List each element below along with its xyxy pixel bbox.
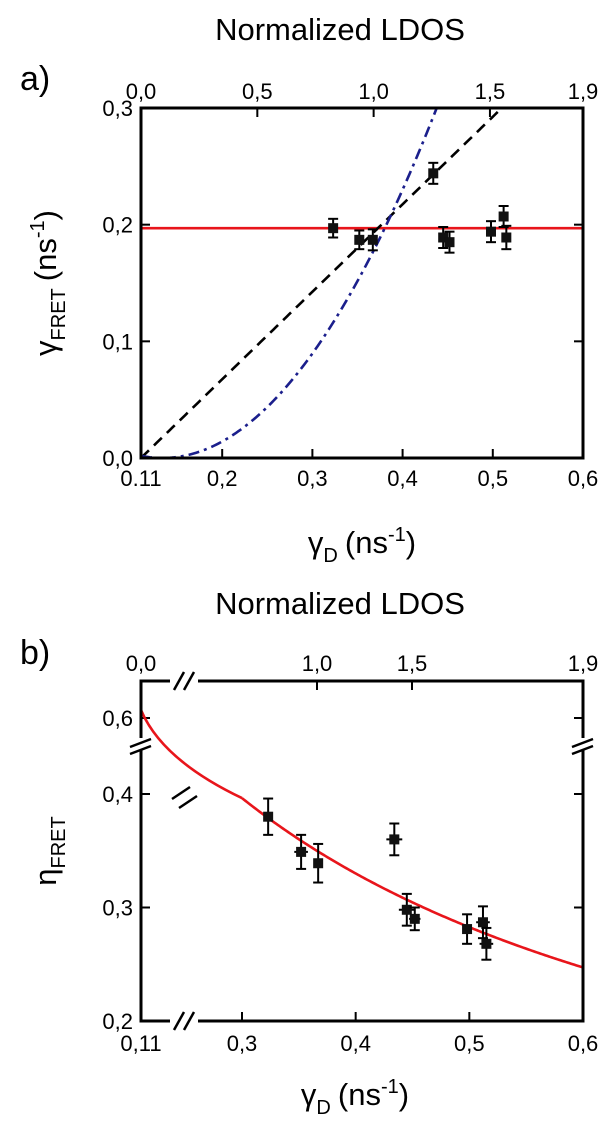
panel-a-top-tick-label: 1,5 bbox=[475, 79, 506, 104]
panel-b-data-point bbox=[462, 924, 473, 935]
panel-a-x-tick-label: 0,3 bbox=[297, 466, 328, 491]
panel-a-data-point bbox=[367, 234, 378, 245]
panel-b: b) Normalized LDOS 0,0 1,0 1,5 1,9 0,11 0,3 0… bbox=[20, 586, 598, 1119]
panel-a-x-tick-label: 0,5 bbox=[477, 466, 508, 491]
panel-a-data-point bbox=[444, 237, 455, 248]
panel-a-data-point bbox=[328, 223, 339, 234]
panel-a-data-point bbox=[438, 232, 449, 243]
panel-b-label: b) bbox=[20, 634, 50, 672]
panel-b-x-tick-label: 0,3 bbox=[227, 1031, 258, 1056]
panel-b-axis-breaks bbox=[129, 671, 594, 1031]
panel-b-x-axis-title: γD (ns-1) bbox=[301, 1076, 409, 1119]
panel-a: a) Normalized LDOS 0,0 0,5 1,0 1,5 1,9 0.11 0… bbox=[20, 12, 599, 567]
panel-a-y-ticks: 0,0 0,1 0,2 0,3 bbox=[102, 96, 583, 471]
panel-a-top-tick-label: 0,0 bbox=[126, 79, 157, 104]
panel-b-top-tick-label: 1,0 bbox=[302, 651, 333, 676]
panel-a-top-axis-title: Normalized LDOS bbox=[215, 12, 465, 47]
panel-b-y-tick-label: 0,6 bbox=[102, 706, 133, 731]
panel-b-x-tick-label: 0,4 bbox=[340, 1031, 371, 1056]
panel-b-x-tick-label: 0,5 bbox=[454, 1031, 485, 1056]
panel-b-data-point bbox=[477, 917, 488, 928]
panel-a-x-tick-label: 0.11 bbox=[120, 466, 161, 491]
panel-b-efficiency-fit-curve bbox=[141, 709, 583, 969]
panel-b-x-tick-label: 0,11 bbox=[120, 1031, 161, 1056]
panel-a-quadratic-fit-line bbox=[141, 108, 439, 458]
panel-a-top-tick-label: 1,9 bbox=[568, 79, 599, 104]
panel-b-data-points bbox=[263, 797, 494, 961]
panel-b-data-point bbox=[263, 811, 274, 822]
panel-b-top-tick-label: 1,5 bbox=[397, 651, 428, 676]
panel-a-y-tick-label: 0,3 bbox=[102, 96, 133, 121]
panel-b-top-tick-label: 1,9 bbox=[568, 651, 599, 676]
panel-a-data-point bbox=[428, 168, 439, 179]
panel-b-data-point bbox=[409, 913, 420, 924]
panel-b-top-axis-title: Normalized LDOS bbox=[215, 586, 465, 621]
panel-b-y-tick-label: 0,2 bbox=[102, 1009, 133, 1034]
panel-a-plot-frame bbox=[139, 106, 585, 460]
panel-a-data-point bbox=[498, 211, 509, 222]
panel-a-top-ticks: 0,0 0,5 1,0 1,5 1,9 bbox=[126, 79, 599, 117]
panel-b-y-tick-label: 0,4 bbox=[102, 782, 133, 807]
panel-b-data-point bbox=[389, 834, 400, 845]
panel-a-y-tick-label: 0,0 bbox=[102, 446, 133, 471]
panel-b-data-point bbox=[313, 858, 324, 869]
panel-a-y-axis-title: γFRET(ns-1) bbox=[27, 210, 70, 356]
panel-b-top-tick-label: 0,0 bbox=[126, 651, 157, 676]
panel-a-data-point bbox=[354, 234, 365, 245]
panel-a-data-points bbox=[328, 161, 512, 254]
panel-b-plot-frame bbox=[139, 679, 585, 1023]
panel-a-x-tick-label: 0,4 bbox=[387, 466, 418, 491]
panel-b-y-axis-title: ηFRET bbox=[28, 816, 70, 885]
panel-a-x-tick-label: 0,2 bbox=[207, 466, 238, 491]
panel-a-y-tick-label: 0,1 bbox=[102, 329, 133, 354]
panel-a-data-point bbox=[501, 232, 512, 243]
panel-a-x-tick-label: 0,6 bbox=[568, 466, 599, 491]
panel-a-top-tick-label: 1,0 bbox=[358, 79, 389, 104]
panel-b-data-point bbox=[296, 846, 307, 857]
panel-a-data-point bbox=[485, 226, 496, 237]
panel-a-x-axis-title: γD (ns-1) bbox=[308, 524, 416, 567]
panel-a-top-tick-label: 0,5 bbox=[242, 79, 273, 104]
panel-a-label: a) bbox=[20, 60, 50, 98]
panel-b-top-ticks: 0,0 1,0 1,5 1,9 bbox=[126, 651, 599, 690]
panel-a-x-ticks: 0.11 0,2 0,3 0,4 0,5 0,6 bbox=[120, 449, 598, 491]
panel-b-x-tick-label: 0,6 bbox=[568, 1031, 599, 1056]
panel-b-y-tick-label: 0,3 bbox=[102, 896, 133, 921]
panel-b-x-ticks: 0,11 0,3 0,4 0,5 0,6 bbox=[120, 1012, 598, 1056]
panel-b-data-point bbox=[401, 904, 412, 915]
panel-b-data-point bbox=[481, 938, 492, 949]
panel-a-y-tick-label: 0,2 bbox=[102, 213, 133, 238]
